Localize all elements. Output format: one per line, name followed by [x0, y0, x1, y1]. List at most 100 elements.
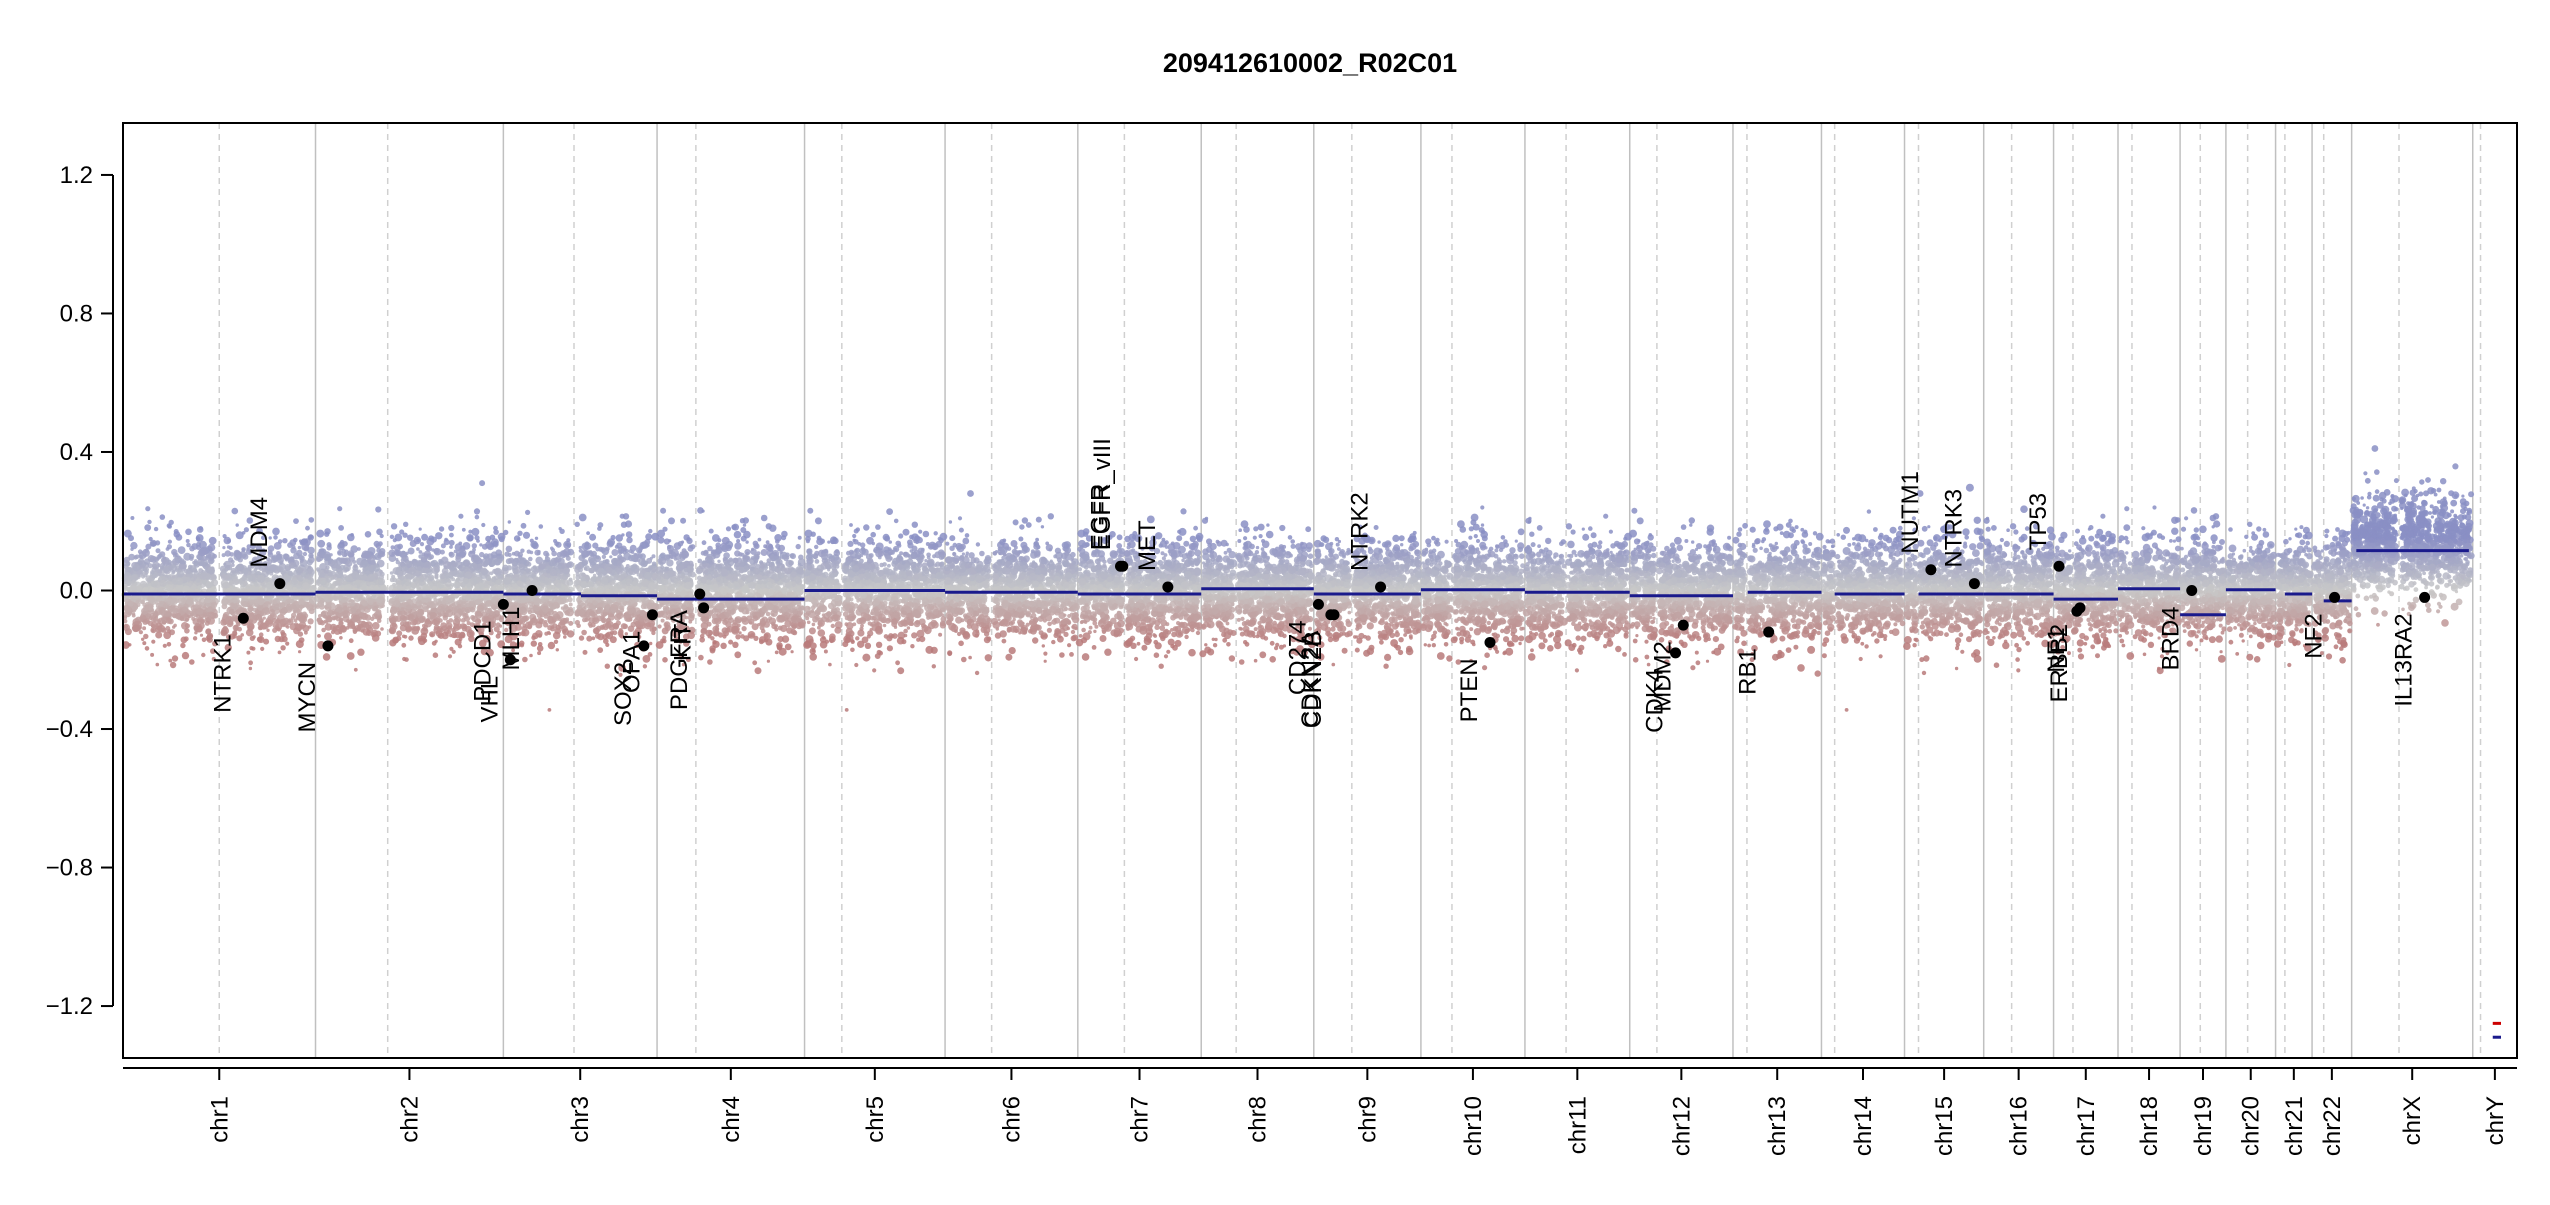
probe-point: [150, 556, 157, 563]
probe-point: [597, 526, 602, 531]
probe-point: [290, 599, 294, 603]
probe-point: [222, 546, 225, 549]
probe-point: [221, 574, 227, 580]
probe-point: [145, 506, 150, 511]
probe-point: [396, 630, 402, 636]
probe-point: [491, 538, 499, 546]
probe-point: [609, 555, 612, 558]
probe-point: [156, 663, 160, 667]
probe-point: [439, 526, 444, 531]
probe-point: [550, 569, 557, 576]
probe-point: [282, 538, 287, 543]
probe-point: [391, 523, 397, 529]
probe-point: [561, 550, 568, 557]
probe-point: [163, 644, 167, 648]
probe-point: [402, 635, 406, 639]
probe-point: [200, 634, 203, 637]
probe-point: [305, 526, 310, 531]
probe-point: [124, 624, 128, 628]
probe-point: [474, 508, 480, 514]
probe-point: [538, 562, 545, 569]
probe-point: [372, 622, 380, 630]
probe-point: [249, 667, 252, 670]
probe-point: [276, 554, 281, 559]
probe-point: [556, 583, 562, 589]
probe-point: [209, 557, 214, 562]
probe-point: [408, 567, 416, 575]
probe-point: [605, 633, 610, 638]
probe-point: [180, 643, 185, 648]
probe-point: [182, 652, 189, 659]
probe-point: [286, 604, 292, 610]
probe-point: [416, 539, 420, 543]
probe-point: [564, 585, 570, 591]
probe-point: [172, 605, 179, 612]
probe-point: [452, 571, 457, 576]
probe-point: [588, 568, 593, 573]
probe-point: [337, 506, 342, 511]
probe-point: [170, 662, 176, 668]
probe-point: [187, 570, 191, 574]
probe-point: [278, 651, 282, 655]
probe-point: [359, 597, 362, 600]
probe-point: [198, 548, 206, 556]
probe-point: [586, 636, 592, 642]
probe-point: [594, 614, 598, 618]
probe-point: [361, 600, 366, 605]
probe-point: [293, 538, 298, 543]
probe-point: [150, 653, 154, 657]
probe-point: [449, 647, 453, 651]
probe-point: [142, 626, 146, 630]
probe-point: [273, 600, 277, 604]
probe-point: [580, 581, 587, 588]
probe-point: [624, 567, 630, 573]
probe-point: [223, 534, 227, 538]
probe-point: [597, 586, 605, 594]
probe-point: [517, 531, 522, 536]
probe-point: [308, 565, 311, 568]
probe-point: [503, 577, 511, 585]
probe-point: [338, 551, 341, 554]
probe-point: [185, 577, 190, 582]
probe-point: [644, 623, 651, 630]
probe-point: [508, 520, 511, 523]
probe-point: [565, 542, 569, 546]
probe-point: [527, 550, 531, 554]
probe-point: [563, 635, 567, 639]
probe-point: [341, 558, 347, 564]
probe-point: [177, 570, 184, 577]
probe-point: [590, 586, 594, 590]
probe-point: [463, 578, 469, 584]
probe-point: [192, 574, 196, 578]
probe-point: [575, 522, 580, 527]
probe-point: [412, 579, 416, 583]
probe-point: [752, 660, 757, 665]
probe-point: [591, 576, 597, 582]
probe-point: [512, 561, 517, 566]
probe-point: [557, 573, 561, 577]
probe-point: [366, 630, 372, 636]
probe-point: [613, 623, 619, 629]
probe-point: [416, 547, 420, 551]
probe-point: [346, 619, 350, 623]
probe-point: [629, 549, 633, 553]
probe-point: [476, 599, 482, 605]
probe-point: [260, 622, 268, 630]
probe-point: [150, 570, 154, 574]
probe-point: [149, 577, 153, 581]
probe-point: [165, 574, 168, 577]
probe-point: [406, 586, 411, 591]
probe-point: [278, 539, 283, 544]
probe-point: [286, 625, 289, 628]
probe-point: [597, 647, 603, 653]
probe-point: [222, 553, 226, 557]
probe-point: [437, 606, 444, 613]
probe-point: [559, 529, 564, 534]
probe-point: [375, 543, 381, 549]
probe-point: [398, 571, 404, 577]
probe-point: [304, 601, 307, 604]
probe-point: [422, 618, 425, 621]
probe-point: [569, 578, 573, 582]
probe-point: [632, 581, 637, 586]
probe-point: [532, 579, 537, 584]
